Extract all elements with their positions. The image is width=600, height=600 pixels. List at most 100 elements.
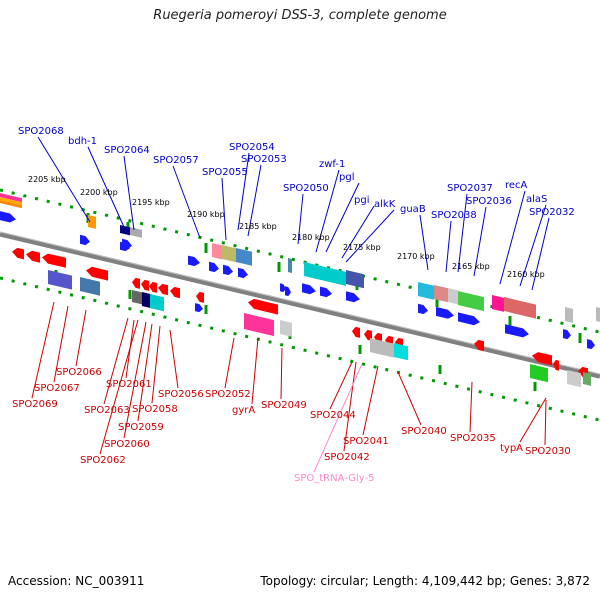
- gene-label-spo2044: SPO2044: [310, 410, 356, 421]
- scale-tick-label: 2180 kbp: [292, 233, 330, 242]
- scale-tick: [204, 243, 208, 253]
- gene-feature-block: [130, 227, 142, 238]
- gene-feature-block: [150, 294, 164, 312]
- forward-gene-arrow: [302, 283, 316, 295]
- top-label-leader: [221, 177, 227, 241]
- gene-label-alas: alaS: [526, 194, 547, 205]
- scale-tick-label: 2205 kbp: [28, 175, 66, 184]
- genome-backbone: [0, 231, 600, 379]
- gene-feature-block: [583, 372, 591, 386]
- scale-tick: [438, 365, 442, 374]
- gene-feature-block: [142, 291, 152, 309]
- reverse-gene-arrow: [12, 247, 24, 260]
- forward-gene-arrow: [209, 261, 219, 273]
- top-label-leader: [457, 193, 468, 273]
- gene-feature-block: [222, 244, 236, 263]
- scale-tick: [128, 290, 132, 299]
- bottom-label-leader: [137, 323, 153, 422]
- forward-gene-arrow: [563, 329, 571, 340]
- gene-feature-block: [212, 243, 222, 260]
- forward-gene-arrow: [0, 211, 16, 223]
- top-label-leader: [499, 190, 526, 285]
- bottom-label-leader: [103, 317, 129, 405]
- bottom-label-leader: [53, 305, 69, 383]
- gene-feature-block: [458, 291, 484, 312]
- gene-feature-block: [80, 277, 100, 296]
- bottom-label-leader: [280, 347, 283, 400]
- accession-text: Accession: NC_003911: [8, 574, 145, 588]
- scale-tick: [358, 345, 362, 354]
- backbone-highlight: [0, 231, 600, 375]
- gene-label-spo2037: SPO2037: [447, 183, 493, 194]
- bottom-label-leader: [169, 329, 179, 389]
- gene-label-spo2061: SPO2061: [106, 379, 152, 390]
- scale-tick-label: 2165 kbp: [452, 262, 490, 271]
- scale-tick-labels: 2205 kbp 2200 kbp 2195 kbp 2190 kbp 2185 kbp…: [28, 175, 545, 279]
- scale-tick-label: 2190 kbp: [187, 210, 225, 219]
- scale-tick: [435, 297, 439, 307]
- gene-label-spo2060: SPO2060: [104, 439, 150, 450]
- forward-gene-arrow: [223, 264, 233, 276]
- forward-gene-arrow: [436, 306, 454, 319]
- gene-label-pgl: pgl: [339, 172, 354, 183]
- top-label-leader: [473, 206, 487, 277]
- gene-label-alkk: alkK: [374, 199, 396, 210]
- genome-summary-text: Topology: circular; Length: 4,109,442 bp…: [260, 574, 590, 588]
- forward-gene-arrow: [346, 291, 360, 303]
- scale-tick-label: 2175 kbp: [343, 243, 381, 252]
- gene-feature-block: [244, 313, 274, 337]
- top-label-leader: [172, 165, 201, 239]
- top-label-leader: [123, 155, 135, 231]
- gene-label-typa: typA: [500, 443, 523, 454]
- scale-tick-label: 2160 kbp: [507, 270, 545, 279]
- gene-label-spo2062: SPO2062: [80, 455, 126, 466]
- gene-label-spo2054: SPO2054: [229, 142, 275, 153]
- forward-gene-arrow: [285, 286, 291, 297]
- gene-label-spo2049: SPO2049: [261, 400, 307, 411]
- gene-label-gyra: gyrA: [232, 405, 255, 416]
- forward-gene-arrow: [320, 286, 332, 298]
- gene-feature-block: [567, 370, 581, 388]
- reverse-gene-arrow: [158, 283, 168, 296]
- gene-feature-block: [120, 224, 130, 236]
- gene-label-reca: recA: [505, 180, 528, 191]
- gene-label-spo2042: SPO2042: [324, 452, 370, 463]
- bottom-label-leader: [343, 361, 357, 452]
- gene-label-spo2038: SPO2038: [431, 210, 477, 221]
- gene-label-spo2064: SPO2064: [104, 145, 150, 156]
- top-label-leader: [531, 217, 550, 291]
- gene-label-spo2050: SPO2050: [283, 183, 329, 194]
- gene-label-spo2068: SPO2068: [18, 126, 64, 137]
- gene-label-spo2069: SPO2069: [12, 399, 58, 410]
- reverse-gene-arrow: [474, 339, 484, 352]
- reverse-gene-arrow: [532, 352, 552, 366]
- forward-gene-arrow: [238, 267, 248, 279]
- gene-feature-block: [504, 297, 536, 319]
- gene-feature-block: [280, 320, 292, 337]
- top-label-leader: [345, 209, 395, 263]
- gene-label-spo2066: SPO2066: [56, 367, 102, 378]
- scale-tick: [578, 333, 582, 343]
- gene-label-spo2063: SPO2063: [84, 405, 130, 416]
- scale-tick-label: 2195 kbp: [132, 198, 170, 207]
- forward-gene-arrow: [505, 324, 529, 338]
- gene-feature-block: [346, 270, 364, 289]
- gene-label-spo2058: SPO2058: [132, 404, 178, 415]
- forward-gene-arrow: [458, 312, 480, 326]
- top-label-leader: [87, 146, 125, 228]
- top-label-leader: [247, 164, 262, 237]
- gene-label-spo2053: SPO2053: [241, 154, 287, 165]
- scale-tick-label: 2170 kbp: [397, 252, 435, 261]
- gene-label-zwf-1: zwf-1: [319, 159, 345, 170]
- gene-features: [0, 193, 600, 388]
- reverse-gene-arrow: [86, 266, 108, 281]
- reverse-gene-arrow: [42, 253, 66, 268]
- forward-gene-arrow: [587, 339, 595, 350]
- top-label-leader: [237, 152, 250, 231]
- top-label-leader: [325, 182, 360, 253]
- forward-gene-arrow: [188, 255, 200, 267]
- gene-feature-block: [596, 307, 600, 322]
- gene-label-spo2057: SPO2057: [153, 155, 199, 166]
- reverse-gene-arrow: [141, 279, 149, 291]
